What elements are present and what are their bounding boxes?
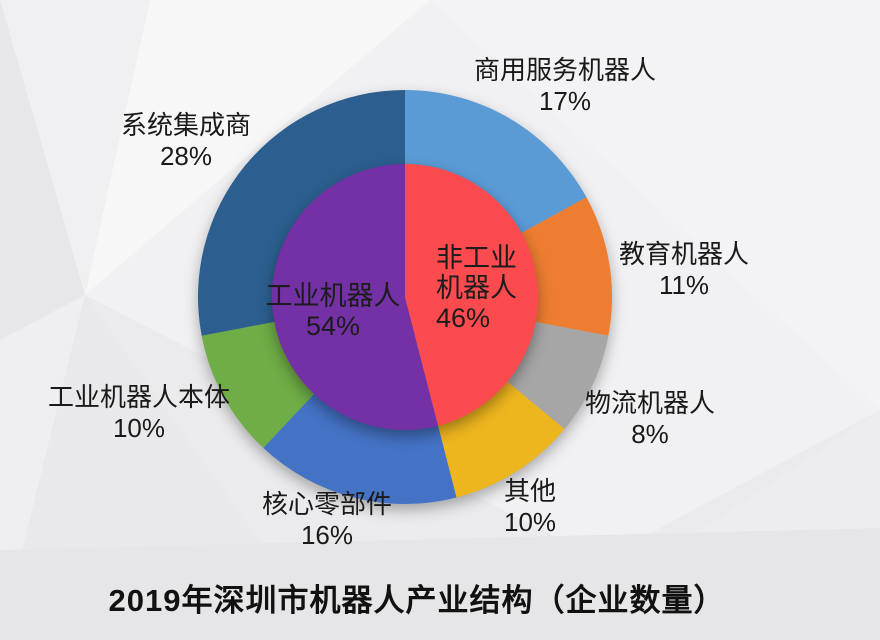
- label-text: 商用服务机器人: [473, 56, 657, 85]
- label-commercial-service-robots: 商用服务机器人 17%: [474, 56, 656, 116]
- label-text: 系统集成商: [120, 111, 252, 140]
- inner-pie: [271, 164, 538, 431]
- label-text: 工业机器人本体: [47, 383, 231, 412]
- facet: [0, 0, 85, 340]
- inner-segment-0: [405, 164, 538, 426]
- inner-segment-1: [271, 164, 439, 431]
- label-education-robots: 教育机器人 11%: [619, 240, 749, 300]
- facet: [0, 0, 150, 295]
- label-pct: 28%: [159, 141, 213, 171]
- label-pct: 10%: [112, 413, 166, 443]
- label-pct: 11%: [658, 270, 710, 300]
- label-pct: 54%: [305, 311, 361, 341]
- label-text: 核心零部件: [261, 490, 393, 519]
- label-text: 其他: [504, 477, 557, 506]
- label-industrial-robots: 工业机器人 54%: [266, 281, 401, 341]
- label-non-industrial-robots: 非工业机器人 46%: [436, 243, 536, 333]
- outer-segment-3: [437, 379, 565, 498]
- label-text: 物流机器人: [584, 389, 716, 418]
- page-title: 2019年深圳市机器人产业结构（企业数量）: [108, 583, 726, 618]
- label-others: 其他 10%: [504, 477, 556, 537]
- label-pct: 8%: [631, 419, 669, 449]
- label-system-integrators: 系统集成商 28%: [121, 111, 251, 171]
- label-text: 教育机器人: [618, 240, 750, 269]
- label-pct: 10%: [504, 507, 557, 537]
- label-text: 工业机器人: [265, 281, 401, 311]
- outer-segment-1: [518, 197, 612, 336]
- label-industrial-robot-body: 工业机器人本体 10%: [48, 383, 230, 443]
- label-pct: 17%: [538, 86, 592, 116]
- outer-segment-0: [405, 90, 587, 235]
- label-text: 非工业机器人: [436, 243, 517, 303]
- label-logistics-robots: 物流机器人 8%: [585, 389, 715, 449]
- facet-bottom-band: [0, 528, 880, 640]
- outer-segment-2: [505, 321, 609, 429]
- label-pct: 46%: [436, 303, 491, 333]
- label-pct: 16%: [300, 520, 354, 550]
- outer-segment-6: [198, 90, 405, 336]
- label-core-components: 核心零部件 16%: [262, 490, 392, 550]
- outer-segment-4: [263, 391, 457, 505]
